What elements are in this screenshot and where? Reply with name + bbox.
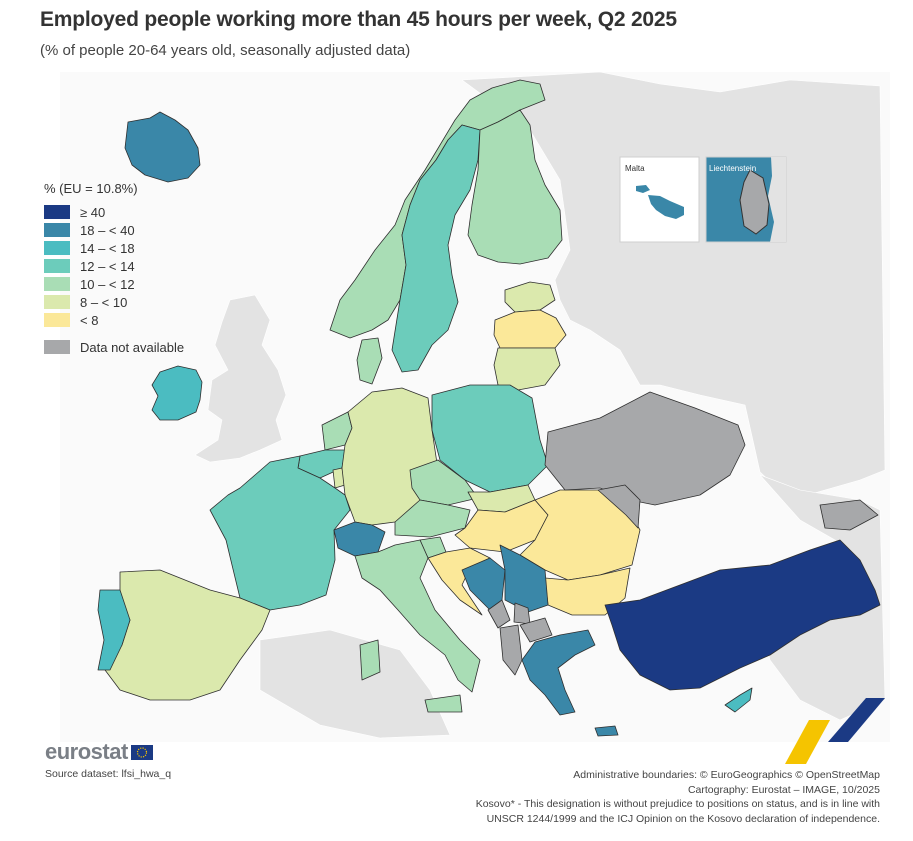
- logo-chevrons: [785, 698, 885, 764]
- region-portugal: [97, 589, 131, 671]
- legend-swatch: [44, 313, 70, 327]
- legend-item: 18 – < 40: [44, 221, 184, 239]
- legend-swatch: [44, 223, 70, 237]
- legend-title: % (EU = 10.8%): [44, 181, 138, 196]
- legend-label: 14 – < 18: [80, 240, 135, 256]
- malta-island: [648, 195, 684, 219]
- legend-item: ≥ 40: [44, 203, 184, 221]
- region-italy: [359, 639, 381, 681]
- legend: % (EU = 10.8%) ≥ 40 18 – < 40 14 – < 18 12 …: [44, 181, 184, 356]
- region-switzerland: [333, 521, 386, 557]
- legend-label-na: Data not available: [80, 339, 185, 355]
- legend-swatch: [44, 259, 70, 273]
- legend-swatch: [44, 241, 70, 255]
- legend-item-na: Data not available: [44, 338, 184, 356]
- region-iceland: [124, 111, 201, 183]
- inset-malta: Malta: [619, 156, 700, 243]
- region-bulgaria: [544, 567, 631, 616]
- region-finland: [467, 109, 563, 265]
- region-ireland: [151, 365, 203, 421]
- legend-label: 10 – < 12: [80, 276, 135, 292]
- region-moldova: [597, 484, 641, 529]
- region-greece: [594, 725, 619, 737]
- region-georgia: [819, 499, 879, 531]
- map-subtitle: (% of people 20-64 years old, seasonally…: [40, 42, 411, 59]
- region-poland: [431, 384, 549, 493]
- region-italy: [354, 539, 481, 693]
- legend-item: 10 – < 12: [44, 275, 184, 293]
- credit-line: Cartography: Eurostat – IMAGE, 10/2025: [687, 783, 880, 796]
- legend-swatch: [44, 205, 70, 219]
- region-italy: [424, 694, 463, 713]
- eurostat-logo: eurostat: [45, 739, 153, 765]
- eu-flag-icon: [130, 744, 153, 760]
- inset-malta-label: Malta: [625, 164, 645, 173]
- region-estonia: [504, 281, 556, 313]
- region-sweden: [391, 124, 481, 373]
- region-t-rkiye: [604, 539, 881, 691]
- legend-label: ≥ 40: [80, 204, 106, 220]
- legend-item: 14 – < 18: [44, 239, 184, 257]
- inset-liechtenstein-label: Liechtenstein: [709, 164, 756, 173]
- region-ukraine: [544, 391, 746, 506]
- legend-swatch: [44, 277, 70, 291]
- legend-swatch-na: [44, 340, 70, 354]
- legend-item: 8 – < 10: [44, 293, 184, 311]
- region-greece: [521, 629, 596, 716]
- source-note: Source dataset: lfsi_hwa_q: [45, 768, 172, 780]
- legend-label: 18 – < 40: [80, 222, 135, 238]
- legend-item: < 8: [44, 311, 184, 329]
- credit-line: Kosovo* - This designation is without pr…: [475, 798, 880, 810]
- country-layer: [97, 71, 886, 739]
- non-reporting-area: [194, 294, 287, 463]
- legend-label: 12 – < 14: [80, 258, 135, 274]
- legend-swatch: [44, 295, 70, 309]
- legend-classes: ≥ 40 18 – < 40 14 – < 18 12 – < 14 10 – < 12…: [44, 203, 184, 329]
- liechtenstein-region: [739, 169, 770, 235]
- inset-liechtenstein: Liechtenstein: [705, 156, 787, 243]
- legend-label: < 8: [80, 312, 99, 328]
- non-reporting-area: [259, 629, 451, 739]
- region-austria: [394, 499, 471, 538]
- region-latvia: [493, 309, 567, 349]
- region-serbia: [499, 544, 549, 613]
- region-czechia: [409, 459, 479, 506]
- map-title: Employed people working more than 45 hou…: [40, 8, 677, 31]
- region-montenegro: [487, 599, 511, 629]
- region-france: [209, 455, 351, 611]
- region-lithuania: [493, 347, 561, 391]
- region-albania: [499, 624, 523, 676]
- legend-item: 12 – < 14: [44, 257, 184, 275]
- gozo-island: [636, 185, 650, 193]
- credits: Administrative boundaries: © EuroGeograp…: [476, 768, 880, 826]
- legend-label: 8 – < 10: [80, 294, 128, 310]
- logo-text: eurostat: [45, 739, 128, 764]
- credit-line: Administrative boundaries: © EuroGeograp…: [573, 769, 880, 781]
- region-denmark: [356, 337, 383, 385]
- credit-line: UNSCR 1244/1999 and the ICJ Opinion on t…: [486, 812, 880, 825]
- region-cyprus: [724, 687, 753, 713]
- region-north-macedonia: [519, 617, 553, 643]
